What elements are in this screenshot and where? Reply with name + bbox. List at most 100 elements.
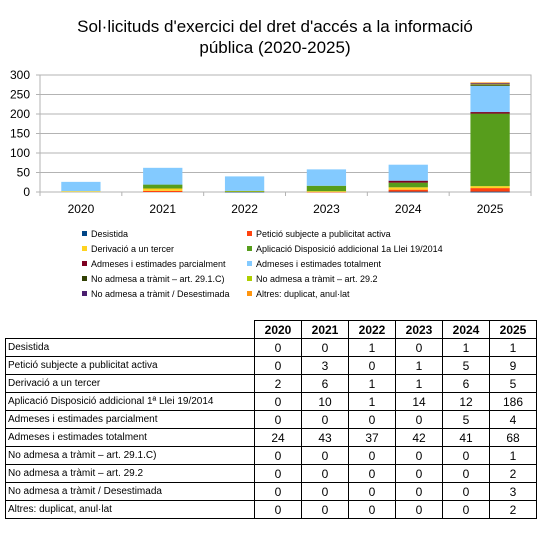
table-row-label: Desistida — [5, 338, 255, 357]
legend-item: Aplicació Disposició addicional 1a Llei … — [247, 244, 443, 254]
table-row-label: No admesa a tràmit – art. 29.1.C) — [5, 446, 255, 465]
table-header-year: 2025 — [489, 320, 537, 339]
x-tick-label: 2025 — [477, 202, 504, 216]
table-cell: 0 — [254, 500, 302, 519]
bar-segment — [61, 191, 101, 193]
table-cell: 41 — [442, 428, 490, 447]
table-cell: 5 — [489, 374, 537, 393]
legend-swatch — [82, 246, 87, 252]
table-cell: 1 — [348, 392, 396, 411]
table-cell: 0 — [254, 464, 302, 483]
bar-segment — [470, 82, 510, 84]
bar-segment — [306, 169, 347, 186]
table-header-blank — [5, 320, 255, 339]
table-cell: 0 — [348, 356, 396, 375]
table-cell: 0 — [254, 356, 302, 375]
table-cell: 0 — [442, 500, 490, 519]
table-cell: 5 — [442, 410, 490, 429]
table-row: Petició subjecte a publicitat activa 0 3 0 1… — [5, 356, 537, 375]
legend-swatch — [82, 261, 87, 267]
table-cell: 0 — [395, 410, 443, 429]
legend-item: Admeses i estimades totalment — [247, 259, 381, 269]
bar-segment — [143, 188, 183, 191]
bar-segment — [224, 190, 265, 192]
bar-segment — [470, 191, 510, 193]
legend-swatch — [247, 231, 252, 237]
y-tick-label: 300 — [10, 68, 30, 82]
table-cell: 0 — [254, 446, 302, 465]
bar-segment — [143, 167, 183, 185]
table-header-year: 2021 — [301, 320, 349, 339]
x-tick-label: 2024 — [395, 202, 422, 216]
legend-item: Petició subjecte a publicitat activa — [247, 229, 391, 239]
table-cell: 0 — [301, 410, 349, 429]
table-cell: 42 — [395, 428, 443, 447]
x-tick-label: 2020 — [68, 202, 95, 216]
legend-label: No admesa a tràmit / Desestimada — [91, 289, 230, 299]
bar-segment — [388, 182, 428, 188]
bar-segment — [470, 113, 510, 187]
bar-segment — [470, 188, 510, 192]
table-cell: 0 — [301, 338, 349, 357]
bar-segment — [470, 85, 510, 86]
table-cell: 0 — [395, 500, 443, 519]
y-tick-label: 150 — [10, 127, 30, 141]
bar-segment — [388, 187, 428, 190]
table-row: Derivació a un tercer 2 6 1 1 6 5 — [5, 374, 537, 393]
bar-segment — [470, 186, 510, 189]
legend-label: Desistida — [91, 229, 129, 239]
legend-label: Derivació a un tercer — [91, 244, 175, 254]
table-header-year: 2023 — [395, 320, 443, 339]
table-cell: 0 — [301, 482, 349, 501]
stacked-bar-chart: 0 50 100 150 200 250 300 2020 2021 2022 2023 2024 20… — [10, 68, 532, 216]
table-cell: 1 — [489, 338, 537, 357]
table-row-label: Admeses i estimades parcialment — [5, 410, 255, 429]
table-cell: 0 — [348, 482, 396, 501]
legend-swatch — [82, 291, 87, 297]
table-cell: 1 — [395, 356, 443, 375]
table-cell: 0 — [254, 410, 302, 429]
table-row: Admeses i estimades parcialment 0 0 0 0 5 4 — [5, 410, 537, 429]
bar-segment — [306, 191, 347, 193]
legend-label: No admesa a tràmit – art. 29.2 — [256, 274, 378, 284]
table-cell: 0 — [348, 446, 396, 465]
table-cell: 2 — [489, 464, 537, 483]
x-tick-label: 2021 — [149, 202, 176, 216]
y-tick-label: 200 — [10, 107, 30, 121]
x-tick-label: 2022 — [231, 202, 258, 216]
y-tick-label: 100 — [10, 146, 30, 160]
table-cell: 186 — [489, 392, 537, 411]
table-cell: 1 — [348, 338, 396, 357]
table-row-label: Derivació a un tercer — [5, 374, 255, 393]
legend-swatch — [247, 291, 252, 297]
bar-segment — [388, 180, 428, 183]
table-cell: 0 — [301, 446, 349, 465]
bar-segment — [470, 112, 510, 114]
x-tick-label: 2023 — [313, 202, 340, 216]
table-cell: 1 — [442, 338, 490, 357]
table-cell: 0 — [442, 482, 490, 501]
table-row-label: Petició subjecte a publicitat activa — [5, 356, 255, 375]
table-cell: 0 — [442, 464, 490, 483]
legend-label: Admeses i estimades parcialment — [91, 259, 226, 269]
legend-swatch — [247, 276, 252, 282]
table-cell: 37 — [348, 428, 396, 447]
y-tick-label: 0 — [23, 185, 30, 199]
table-cell: 0 — [395, 482, 443, 501]
legend-swatch — [247, 261, 252, 267]
table-header-year: 2020 — [254, 320, 302, 339]
legend-item: Altres: duplicat, anul·lat — [247, 289, 350, 299]
table-cell: 4 — [489, 410, 537, 429]
table-cell: 14 — [395, 392, 443, 411]
table-cell: 2 — [489, 500, 537, 519]
y-tick-label: 250 — [10, 88, 30, 102]
legend-label: No admesa a tràmit – art. 29.1.C) — [91, 274, 225, 284]
legend-swatch — [82, 276, 87, 282]
legend-label: Altres: duplicat, anul·lat — [256, 289, 350, 299]
table-cell: 0 — [395, 338, 443, 357]
table-row-label: No admesa a tràmit / Desestimada — [5, 482, 255, 501]
table-row-label: Aplicació Disposició addicional 1ª Llei … — [5, 392, 255, 411]
table-row: No admesa a tràmit / Desestimada 0 0 0 0 0 3 — [5, 482, 537, 501]
table-cell: 3 — [301, 356, 349, 375]
table-cell: 0 — [254, 392, 302, 411]
